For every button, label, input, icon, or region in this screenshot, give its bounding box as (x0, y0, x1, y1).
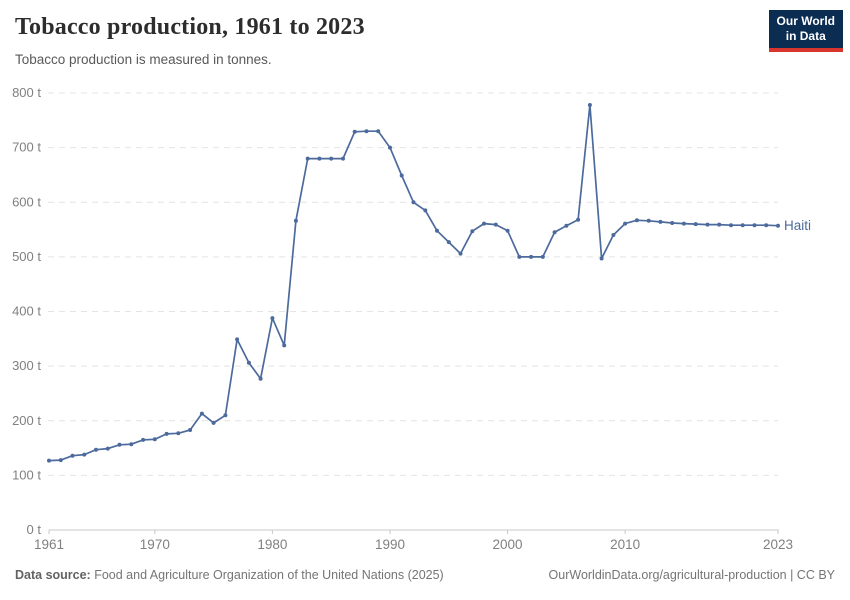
data-point-2012[interactable] (646, 218, 651, 223)
data-point-1965[interactable] (94, 447, 98, 452)
data-point-1975[interactable] (211, 420, 216, 425)
data-point-1986[interactable] (341, 156, 345, 161)
data-point-1990[interactable] (388, 145, 392, 150)
x-tick-label: 2023 (763, 537, 793, 552)
x-tick-label: 2010 (610, 537, 640, 552)
data-point-1976[interactable] (223, 413, 228, 418)
owid-logo-line1: Our World (776, 14, 835, 28)
data-point-2006[interactable] (576, 217, 581, 222)
data-point-2008[interactable] (599, 256, 604, 261)
data-source-label: Data source: (15, 568, 91, 582)
data-point-1966[interactable] (105, 446, 110, 451)
y-tick-label: 600 t (12, 194, 41, 209)
chart-subtitle: Tobacco production is measured in tonnes… (15, 52, 272, 67)
x-tick-label: 1980 (257, 537, 287, 552)
data-point-2004[interactable] (552, 230, 557, 235)
data-point-2016[interactable] (693, 222, 698, 227)
data-point-1988[interactable] (364, 129, 369, 134)
data-point-2009[interactable] (611, 233, 616, 237)
data-point-1982[interactable] (293, 218, 298, 223)
data-point-1978[interactable] (246, 360, 251, 365)
data-point-1967[interactable] (117, 442, 122, 447)
data-point-2018[interactable] (717, 222, 722, 227)
x-tick-label: 1970 (140, 537, 170, 552)
data-point-1973[interactable] (188, 428, 193, 432)
y-tick-label: 200 t (12, 413, 41, 428)
data-point-2023[interactable] (776, 223, 780, 228)
y-tick-label: 300 t (12, 358, 41, 373)
data-point-1983[interactable] (305, 156, 310, 161)
data-source-text: Food and Agriculture Organization of the… (90, 568, 444, 582)
data-point-2001[interactable] (517, 254, 522, 259)
owid-url-link[interactable]: OurWorldinData.org/agricultural-producti… (548, 568, 835, 582)
data-point-2017[interactable] (705, 222, 710, 227)
data-point-1964[interactable] (82, 452, 87, 457)
data-point-1981[interactable] (282, 343, 287, 348)
data-point-1992[interactable] (411, 200, 416, 205)
series-label-haiti[interactable]: Haiti (784, 218, 811, 233)
y-tick-label: 400 t (12, 304, 41, 319)
data-point-2003[interactable] (540, 254, 545, 259)
data-point-2015[interactable] (681, 221, 686, 226)
data-point-2000[interactable] (505, 228, 510, 233)
data-point-1971[interactable] (164, 431, 169, 436)
data-point-1991[interactable] (399, 173, 404, 178)
data-point-1996[interactable] (458, 251, 463, 256)
data-point-1987[interactable] (352, 129, 357, 134)
data-point-2020[interactable] (740, 223, 745, 228)
data-point-1993[interactable] (423, 208, 428, 213)
data-point-2013[interactable] (658, 219, 663, 224)
data-point-1998[interactable] (482, 221, 486, 226)
data-point-2005[interactable] (564, 223, 569, 228)
data-point-2014[interactable] (670, 221, 675, 225)
owid-logo-line2: in Data (785, 29, 826, 43)
x-tick-label: 2000 (493, 537, 523, 552)
data-point-1962[interactable] (58, 458, 63, 463)
data-point-2019[interactable] (729, 223, 733, 228)
data-point-1997[interactable] (470, 229, 475, 234)
data-point-2007[interactable] (587, 103, 592, 107)
data-point-1963[interactable] (70, 453, 75, 458)
y-tick-label: 100 t (12, 467, 41, 482)
y-tick-label: 800 t (12, 85, 41, 100)
data-point-2022[interactable] (764, 223, 769, 228)
data-point-1989[interactable] (376, 129, 381, 134)
data-point-1972[interactable] (176, 431, 181, 436)
data-point-1974[interactable] (199, 411, 204, 416)
data-point-1968[interactable] (129, 442, 134, 447)
chart-title: Tobacco production, 1961 to 2023 (15, 14, 365, 40)
x-tick-label: 1990 (375, 537, 405, 552)
data-point-1970[interactable] (152, 437, 157, 442)
data-point-2010[interactable] (623, 221, 628, 226)
data-point-1985[interactable] (329, 156, 334, 161)
y-tick-label: 0 t (27, 522, 42, 537)
data-point-1980[interactable] (270, 316, 275, 321)
x-tick-label: 1961 (34, 537, 64, 552)
y-tick-label: 700 t (12, 140, 41, 155)
y-tick-label: 500 t (12, 249, 41, 264)
data-point-2002[interactable] (529, 254, 534, 259)
data-point-1994[interactable] (435, 228, 439, 233)
data-point-1969[interactable] (141, 437, 146, 442)
data-point-1977[interactable] (235, 337, 240, 342)
data-point-1995[interactable] (446, 240, 451, 245)
data-point-2021[interactable] (752, 223, 757, 228)
data-point-1984[interactable] (317, 156, 322, 161)
series-line-haiti[interactable] (48, 104, 779, 462)
owid-logo[interactable]: Our World in Data (768, 10, 843, 52)
data-source-note: Data source: Food and Agriculture Organi… (15, 568, 444, 582)
data-point-2011[interactable] (634, 218, 639, 223)
chart-footer: Data source: Food and Agriculture Organi… (15, 568, 835, 582)
data-point-1979[interactable] (258, 376, 263, 381)
data-point-1999[interactable] (493, 222, 498, 227)
data-point-1961[interactable] (47, 458, 51, 463)
